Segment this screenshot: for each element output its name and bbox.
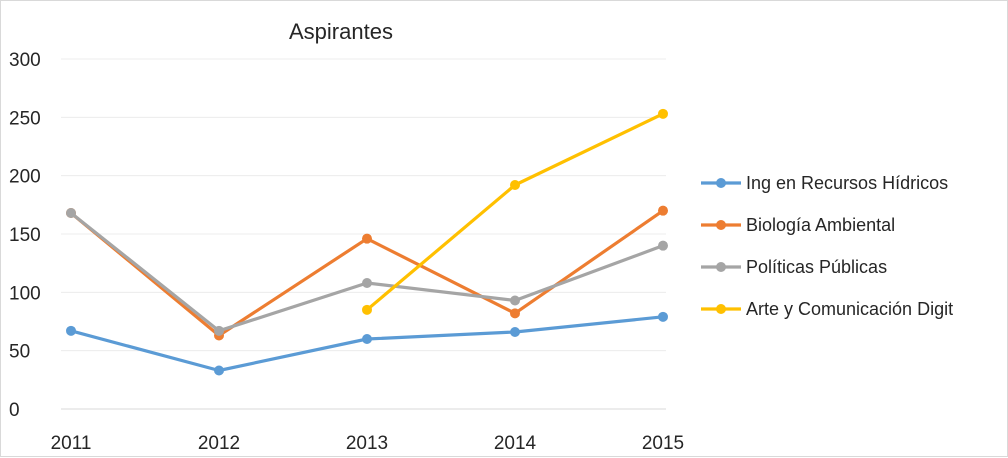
data-point (510, 308, 520, 319)
data-point (362, 278, 372, 288)
legend-swatch-marker (716, 178, 726, 188)
series-line (69, 209, 665, 338)
y-tick-label: 50 (9, 342, 30, 363)
x-axis-ticks: 2011 2012 2013 2014 2015 (51, 433, 685, 454)
data-point (510, 295, 520, 306)
y-axis-ticks: 0 50 100 150 200 250 300 (9, 50, 41, 421)
x-tick-label: 2013 (346, 433, 388, 454)
data-point (362, 304, 372, 315)
x-tick-label: 2014 (494, 433, 537, 454)
data-point (658, 240, 668, 251)
data-point (362, 334, 372, 344)
chart-title: Aspirantes (289, 19, 393, 44)
y-tick-label: 250 (9, 108, 41, 129)
data-point (658, 311, 668, 322)
legend-swatch-marker (716, 262, 726, 272)
y-tick-label: 150 (9, 225, 41, 246)
legend-label: Ing en Recursos Hídricos (746, 173, 948, 193)
data-point (66, 208, 76, 218)
x-tick-label: 2012 (198, 433, 240, 454)
series-4 (362, 108, 668, 315)
legend-item: Ing en Recursos Hídricos (701, 173, 948, 193)
gridlines (61, 58, 666, 352)
legend-swatch-marker (716, 220, 726, 230)
x-tick-label: 2011 (51, 433, 92, 454)
series-1 (66, 311, 668, 376)
legend: Ing en Recursos Hídricos Biología Ambient… (701, 173, 953, 319)
data-point (510, 327, 520, 337)
data-point (658, 108, 668, 119)
data-point (362, 233, 372, 244)
series-line (365, 112, 665, 312)
series-3 (66, 208, 668, 336)
legend-swatch-marker (716, 304, 726, 314)
data-point (66, 325, 76, 336)
legend-label: Arte y Comunicación Digit (746, 299, 953, 319)
y-tick-label: 200 (9, 167, 41, 188)
data-point (214, 365, 224, 376)
legend-item: Políticas Públicas (701, 257, 887, 277)
y-tick-label: 300 (9, 50, 41, 71)
data-point (510, 180, 520, 190)
y-tick-label: 100 (9, 283, 41, 304)
data-point (658, 205, 668, 216)
x-tick-label: 2015 (642, 433, 684, 454)
legend-item: Biología Ambiental (701, 215, 895, 235)
legend-label: Biología Ambiental (746, 215, 895, 235)
series-2 (66, 205, 668, 341)
y-tick-label: 0 (9, 400, 20, 421)
legend-item: Arte y Comunicación Digit (701, 299, 953, 319)
legend-label: Políticas Públicas (746, 257, 887, 277)
series-lines (66, 108, 668, 376)
data-point (214, 325, 224, 336)
